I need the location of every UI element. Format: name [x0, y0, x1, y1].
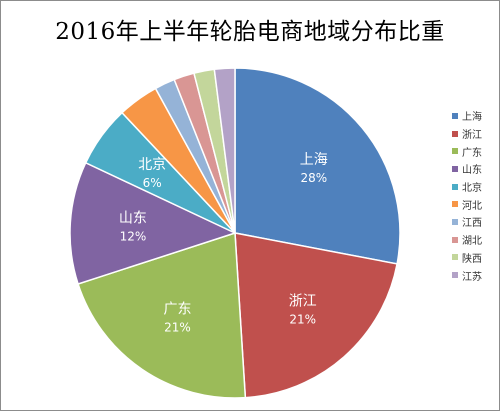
- legend-swatch-2: [452, 148, 458, 155]
- legend-item-9: 江苏: [452, 266, 482, 284]
- slice-value-label-0: 28%: [300, 171, 327, 185]
- slice-value-label-1: 21%: [289, 313, 316, 327]
- legend-swatch-8: [452, 254, 458, 261]
- pie-slice-9: [213, 67, 236, 234]
- legend-label-3: 山东: [462, 165, 482, 177]
- legend-label-9: 江苏: [462, 271, 482, 283]
- legend-swatch-9: [452, 272, 458, 279]
- pie-slice-1: [234, 232, 398, 399]
- legend-label-5: 河北: [462, 200, 482, 212]
- pie-slices: [69, 67, 401, 399]
- legend-item-6: 江西: [452, 213, 482, 231]
- legend-item-1: 浙江: [452, 125, 482, 143]
- chart-title: 2016年上半年轮胎电商地域分布比重: [55, 19, 445, 45]
- legend-item-2: 广东: [452, 142, 482, 160]
- slice-label-0: 上海: [300, 152, 328, 168]
- slice-label-1: 浙江: [289, 294, 317, 310]
- legend-label-6: 江西: [462, 218, 482, 230]
- legend-swatch-1: [452, 130, 458, 137]
- legend-item-0: 上海: [452, 107, 482, 125]
- legend-swatch-5: [452, 201, 458, 208]
- slice-label-3: 山东: [119, 211, 147, 227]
- legend-item-7: 湖北: [452, 231, 482, 249]
- legend-label-7: 湖北: [462, 236, 482, 248]
- slice-label-2: 广东: [164, 302, 192, 318]
- slice-value-label-4: 6%: [143, 176, 162, 190]
- pie-slice-0: [234, 67, 401, 265]
- chart-legend: 上海浙江广东山东北京河北江西湖北陕西江苏: [452, 107, 482, 284]
- legend-label-2: 广东: [462, 147, 482, 159]
- legend-swatch-7: [452, 236, 458, 243]
- legend-item-3: 山东: [452, 160, 482, 178]
- pie-slice-2: [77, 231, 247, 399]
- slice-value-label-2: 21%: [164, 321, 191, 335]
- legend-swatch-0: [452, 112, 458, 119]
- legend-item-8: 陕西: [452, 249, 482, 267]
- legend-swatch-6: [452, 218, 458, 225]
- slice-label-4: 北京: [138, 157, 166, 173]
- legend-item-5: 河北: [452, 195, 482, 213]
- legend-label-0: 上海: [462, 112, 482, 124]
- legend-label-4: 北京: [462, 183, 482, 195]
- legend-swatch-4: [452, 183, 458, 190]
- legend-swatch-3: [452, 165, 458, 172]
- legend-item-4: 北京: [452, 178, 482, 196]
- slice-value-label-3: 12%: [120, 230, 147, 244]
- pie-slice-3: [69, 161, 238, 285]
- legend-label-8: 陕西: [462, 253, 482, 265]
- pie-labels: 上海 28% 浙江 21% 广东 21% 山东 12% 北京 6%: [119, 152, 328, 335]
- legend-label-1: 浙江: [462, 130, 482, 142]
